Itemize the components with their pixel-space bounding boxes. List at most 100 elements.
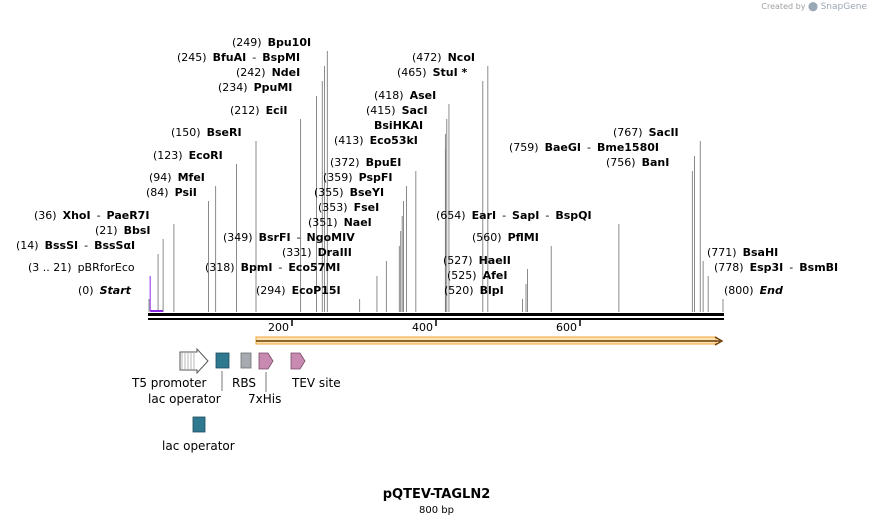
enzyme-name: BlpI <box>480 284 504 297</box>
site-position: (351) <box>308 216 338 229</box>
site-bsahi[interactable]: (771) BsaHI <box>702 246 779 312</box>
site-bpuei[interactable]: (372) BpuEI <box>330 156 417 312</box>
enzyme-name: AseI <box>410 89 437 102</box>
feature-tev-site[interactable]: TEV site <box>290 352 341 390</box>
enzyme-name: PsiI <box>175 186 197 199</box>
enzyme-name: NaeI <box>344 216 372 229</box>
site-bfuai[interactable]: (245) BfuAI - BspMI <box>177 51 325 312</box>
enzyme-name: BspMI <box>262 51 300 64</box>
site-bseyi[interactable]: (355) BseYI <box>314 186 405 312</box>
site-pspfi[interactable]: (359) PspFI <box>323 171 407 312</box>
enzyme-name: Esp3I <box>750 261 784 274</box>
site-position: (84) <box>146 186 169 199</box>
site-position: (234) <box>218 81 248 94</box>
feature-label: lac operator <box>148 392 221 406</box>
site-position: (418) <box>374 89 404 102</box>
restriction-sites: (0) Start (800) End (3 .. 21) pBRforEco (14) Bs… <box>16 36 838 312</box>
enzyme-name: BfuAI <box>213 51 247 64</box>
site-ncoi[interactable]: (472) NcoI <box>412 51 489 312</box>
site-baegi[interactable]: (759) BaeGI - Bme1580I <box>509 141 695 312</box>
site-draiii[interactable]: (331) DraIII <box>282 246 387 312</box>
site-stui[interactable]: (465) StuI * <box>397 66 484 312</box>
enzyme-name: PpuMI <box>254 81 293 94</box>
enzyme-name: Eco57MI <box>288 261 340 274</box>
enzyme-name: BsiHKAI <box>374 119 423 132</box>
site-saci[interactable]: (415) SacI <box>366 104 448 312</box>
enzyme-name: MfeI <box>178 171 205 184</box>
site-position: (36) <box>34 209 57 222</box>
site-arrow-icon <box>290 352 306 370</box>
site-position: (560) <box>472 231 502 244</box>
feature-7xhis[interactable]: 7xHis <box>248 352 281 406</box>
enzyme-name: BssSαI <box>94 239 135 252</box>
site-bpu10i[interactable]: (249) Bpu10I <box>232 36 328 312</box>
site-separator: - <box>97 209 101 222</box>
site-mfei[interactable]: (94) MfeI <box>149 171 217 312</box>
site-pflmi[interactable]: (560) PflMI <box>472 231 552 312</box>
site-fsei[interactable]: (353) FseI <box>318 201 403 312</box>
site-position: (249) <box>232 36 262 49</box>
site-bsihkai[interactable]: BsiHKAI <box>374 119 446 312</box>
enzyme-name: EarI <box>472 209 496 222</box>
site-position: (756) <box>606 156 636 169</box>
enzyme-name: BsrFI <box>259 231 291 244</box>
enzyme-name: BpmI <box>241 261 273 274</box>
feature-lac-operator-2[interactable]: lac operator <box>162 416 235 453</box>
map-title: pQTEV-TAGLN2 <box>382 487 491 502</box>
site-bpmi[interactable]: (318) BpmI - Eco57MI <box>205 261 378 312</box>
site-position: (331) <box>282 246 312 259</box>
site-sacii[interactable]: (767) SacII <box>613 126 701 312</box>
site-bbsi[interactable]: (21) BbsI <box>95 224 164 312</box>
site-end[interactable]: (800) End <box>722 284 783 312</box>
site-blpi[interactable]: (520) BlpI <box>444 284 523 312</box>
site-esp3i[interactable]: (778) Esp3I - BsmBI <box>707 261 838 312</box>
site-ppumi[interactable]: (234) PpuMI <box>218 81 317 312</box>
enzyme-name: EciI <box>266 104 288 117</box>
site-psii[interactable]: (84) PsiI <box>146 186 209 312</box>
feature-label: TEV site <box>291 376 341 390</box>
site-bseri[interactable]: (150) BseRI <box>171 126 257 312</box>
site-bsrfi[interactable]: (349) BsrFI - NgoMIV <box>223 231 400 312</box>
feature-rbs[interactable]: RBS <box>232 352 256 390</box>
site-bsssi[interactable]: (14) BssSI - BssSαI <box>16 239 159 312</box>
enzyme-name: BsaHI <box>743 246 779 259</box>
site-position: (778) <box>714 261 744 274</box>
site-xhoi[interactable]: (36) XhoI - PaeR7I <box>34 209 175 312</box>
site-separator: - <box>252 51 256 64</box>
site-eari[interactable]: (654) EarI - SapI - BspQI <box>436 209 620 312</box>
site-position: (465) <box>397 66 427 79</box>
site-ecop15i[interactable]: (294) EcoP15I <box>256 284 361 312</box>
site-ecori[interactable]: (123) EcoRI <box>153 149 237 312</box>
site-bani[interactable]: (756) BanI <box>606 156 693 312</box>
enzyme-name: BsmBI <box>799 261 838 274</box>
site-haeii[interactable]: (527) HaeII <box>443 254 528 312</box>
site-pbrforeco[interactable]: (3 .. 21) pBRforEco <box>28 261 151 311</box>
site-position: (0) <box>78 284 94 297</box>
site-position: (359) <box>323 171 353 184</box>
site-separator: - <box>502 209 506 222</box>
enzyme-name: PspFI <box>359 171 393 184</box>
site-naei[interactable]: (351) NaeI <box>308 216 402 312</box>
backbone-top-strand <box>148 313 724 316</box>
enzyme-name: Bpu10I <box>268 36 312 49</box>
site-start[interactable]: (0) Start <box>78 284 150 312</box>
site-asei[interactable]: (418) AseI <box>374 89 450 312</box>
primer-bar[interactable] <box>150 310 164 312</box>
site-ecii[interactable]: (212) EciI <box>230 104 302 312</box>
enzyme-name: Bme1580I <box>597 141 659 154</box>
site-separator: - <box>297 231 301 244</box>
feature-label: RBS <box>232 376 256 390</box>
site-separator: - <box>278 261 282 274</box>
site-afei[interactable]: (525) AfeI <box>447 269 527 312</box>
enzyme-name: BanI <box>642 156 670 169</box>
feature-lac-operator[interactable]: lac operator <box>148 352 230 406</box>
site-position: (767) <box>613 126 643 139</box>
rbs-box-icon <box>240 352 252 369</box>
enzyme-name: AfeI <box>483 269 508 282</box>
features: T5 promoter lac operator RBS 7xHis TEV site l… <box>131 347 341 453</box>
feature-t5-promoter[interactable]: T5 promoter <box>131 347 209 390</box>
site-ndei[interactable]: (242) NdeI <box>236 66 323 312</box>
tag-arrow-icon <box>258 352 274 370</box>
site-position: (21) <box>95 224 118 237</box>
